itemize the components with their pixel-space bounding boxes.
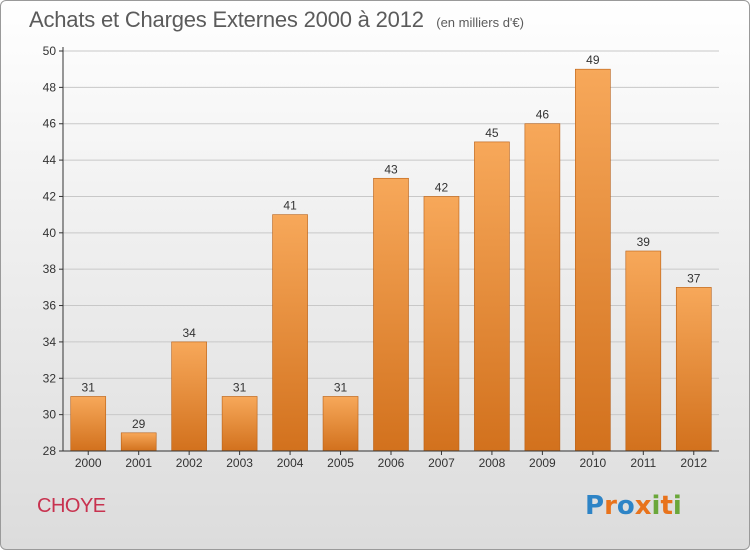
logo-letter: r: [604, 491, 617, 521]
title-row: Achats et Charges Externes 2000 à 2012 (…: [29, 7, 524, 33]
x-tick-label: 2009: [529, 456, 556, 470]
data-label: 31: [82, 380, 96, 394]
data-label: 34: [182, 326, 196, 340]
x-tick-label: 2008: [479, 456, 506, 470]
bar: [675, 287, 712, 452]
y-tick-label: 28: [43, 444, 57, 458]
y-tick-label: 32: [43, 371, 57, 385]
logo-letter: x: [634, 491, 652, 521]
data-label: 45: [485, 126, 499, 140]
logo-letter: P: [585, 491, 605, 521]
x-tick-label: 2010: [579, 456, 606, 470]
x-tick-label: 2011: [630, 456, 656, 470]
bar: [524, 123, 561, 452]
x-tick-label: 2002: [176, 456, 203, 470]
data-label: 39: [637, 235, 651, 249]
commune-name: CHOYE: [37, 495, 106, 517]
data-label: 46: [536, 108, 550, 122]
data-label: 37: [687, 271, 701, 285]
y-tick-label: 34: [43, 335, 57, 349]
y-tick-label: 46: [43, 117, 57, 131]
logo-letter: o: [616, 491, 635, 521]
y-tick-label: 42: [43, 189, 57, 203]
y-tick-label: 36: [43, 299, 57, 313]
y-tick-label: 44: [43, 153, 57, 167]
data-label: 29: [132, 417, 146, 431]
x-tick-label: 2006: [378, 456, 405, 470]
x-tick-label: 2005: [327, 456, 354, 470]
y-tick-label: 38: [43, 262, 57, 276]
logo-letter: i: [672, 491, 682, 521]
x-tick-label: 2007: [428, 456, 455, 470]
x-tick-label: 2004: [277, 456, 304, 470]
x-tick-label: 2003: [226, 456, 253, 470]
bar: [70, 396, 107, 452]
y-tick-label: 50: [43, 44, 57, 58]
bar: [474, 141, 510, 452]
proxiti-logo[interactable]: Proxiti: [585, 491, 682, 521]
bar: [171, 341, 207, 452]
logo-letter: i: [651, 491, 661, 521]
data-label: 49: [586, 53, 600, 67]
y-tick-label: 48: [43, 80, 57, 94]
x-tick-label: 2012: [680, 456, 707, 470]
data-label: 42: [435, 180, 449, 194]
bar: [373, 177, 409, 452]
y-tick-label: 40: [43, 226, 57, 240]
bar: [322, 396, 359, 452]
data-label: 43: [384, 162, 398, 176]
x-tick-label: 2001: [125, 456, 152, 470]
bar: [625, 250, 662, 452]
x-tick-label: 2000: [75, 456, 102, 470]
bar: [221, 396, 258, 452]
data-label: 31: [334, 380, 348, 394]
bar: [575, 68, 611, 452]
chart-subtitle: (en milliers d'€): [436, 15, 524, 30]
y-tick-label: 30: [43, 408, 57, 422]
bar: [120, 432, 157, 452]
data-label: 41: [283, 199, 297, 213]
bar: [423, 196, 460, 452]
chart-title: Achats et Charges Externes 2000 à 2012: [29, 7, 424, 32]
data-label: 31: [233, 380, 247, 394]
logo-letter: t: [660, 491, 673, 521]
bar: [272, 214, 308, 452]
